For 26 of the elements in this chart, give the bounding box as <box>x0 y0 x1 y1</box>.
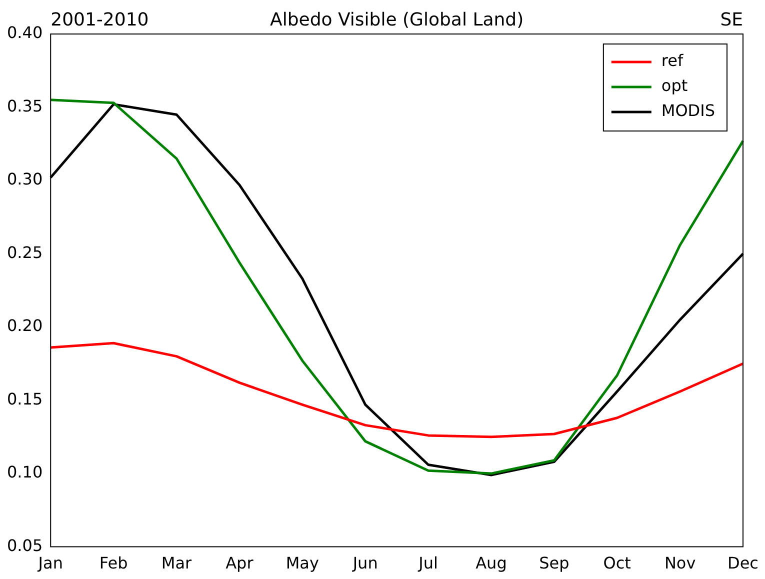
x-tick-label: Sep <box>539 554 570 573</box>
y-tick-label: 0.25 <box>7 242 43 262</box>
y-tick-label: 0.15 <box>7 389 43 408</box>
text: SE <box>720 10 743 31</box>
y-tick-label: 0.40 <box>7 23 43 42</box>
x-tick-label: May <box>286 554 319 573</box>
legend-label: opt <box>661 76 688 96</box>
y-tick-label: 0.10 <box>7 462 43 482</box>
x-tick-label: Nov <box>664 554 696 573</box>
x-tick-label: Apr <box>226 554 254 573</box>
x-tick-label: Jun <box>352 554 378 573</box>
chart-title: Albedo Visible (Global Land) <box>270 10 524 31</box>
legend-label: ref <box>661 51 684 70</box>
text: 2001-2010 <box>50 10 149 31</box>
y-tick-label: 0.30 <box>7 170 43 189</box>
x-tick-label: Oct <box>603 554 631 573</box>
x-tick-label: Feb <box>99 554 128 573</box>
y-tick-label: 0.20 <box>7 316 43 336</box>
x-tick-label: Mar <box>161 554 192 573</box>
y-tick-label: 0.35 <box>7 96 43 116</box>
x-tick-label: Aug <box>476 554 507 573</box>
legend-label: MODIS <box>661 101 715 120</box>
x-tick-label: Jan <box>37 554 63 573</box>
x-tick-label: Jul <box>418 554 438 573</box>
x-tick-label: Dec <box>728 554 758 573</box>
y-tick-label: 0.05 <box>7 536 43 555</box>
